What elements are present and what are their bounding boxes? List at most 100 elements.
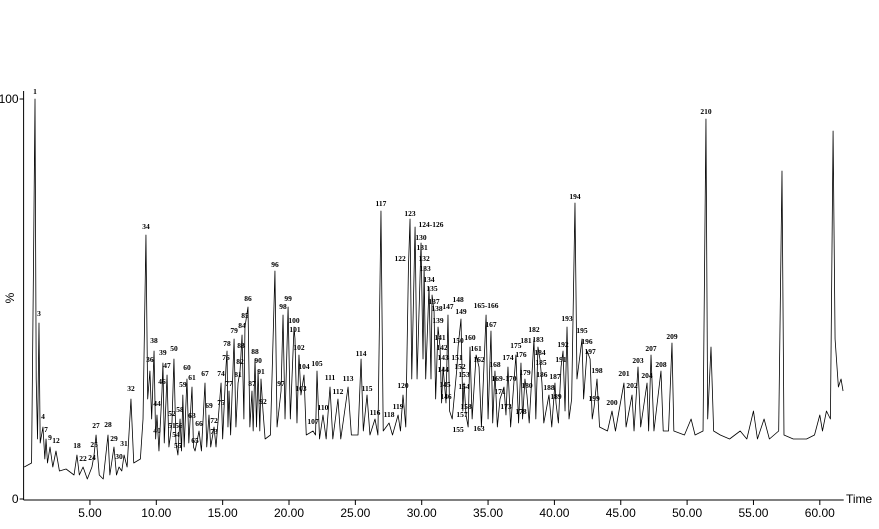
- peak-label: 146: [440, 392, 452, 401]
- peak-label: 199: [588, 394, 600, 403]
- x-tick-label: 40.00: [539, 506, 569, 520]
- peak-label: 85: [241, 311, 249, 320]
- peak-label: 198: [591, 366, 603, 375]
- peak-label: 118: [384, 410, 395, 419]
- peak-label: 97: [277, 379, 285, 388]
- peak-label: 173: [500, 402, 512, 411]
- peak-label: 183: [532, 335, 544, 344]
- peak-label: 187: [549, 372, 561, 381]
- peak-label: 61: [188, 373, 196, 382]
- peak-label: 158: [460, 402, 472, 411]
- peak-label: 22: [79, 454, 87, 463]
- peak-label: 69: [205, 401, 213, 410]
- peak-label: 161: [470, 344, 482, 353]
- peak-label: 1: [33, 87, 37, 96]
- peak-label: 40: [153, 426, 161, 435]
- peak-label: 114: [356, 349, 367, 358]
- peak-label: 144: [437, 365, 449, 374]
- peak-label: 176: [515, 350, 527, 359]
- peak-label: 52: [168, 409, 176, 418]
- peak-label: 167: [485, 320, 497, 329]
- peak-label: 185: [535, 358, 547, 367]
- peak-label: 9: [48, 433, 52, 442]
- trace: [24, 98, 844, 480]
- peak-label: 178: [515, 407, 527, 416]
- peak-label: 200: [606, 398, 618, 407]
- y-tick-label: 0: [12, 492, 19, 506]
- peak-label: 207: [645, 344, 657, 353]
- peak-label: 192: [557, 340, 569, 349]
- peak-label: 96: [271, 260, 279, 269]
- peak-label: 82: [236, 357, 244, 366]
- peak-label: 120: [397, 381, 409, 390]
- peak-label: 90: [254, 356, 262, 365]
- peak-label: 138: [431, 304, 443, 313]
- peak-label: 44: [153, 399, 161, 408]
- x-tick-label: 60.00: [805, 506, 835, 520]
- peak-label: 4: [41, 412, 45, 421]
- peak-label: 171: [494, 387, 506, 396]
- peak-label: 59: [179, 380, 187, 389]
- peak-label: 73: [210, 427, 218, 436]
- peak-label: 196: [581, 337, 593, 346]
- peak-label: 50: [170, 344, 178, 353]
- peak-label: 201: [618, 369, 630, 378]
- peak-label: 98: [279, 302, 287, 311]
- peak-label: 67: [201, 369, 209, 378]
- peak-label: 210: [700, 107, 712, 116]
- peak-label: 157: [456, 410, 468, 419]
- peak-label: 76: [222, 353, 230, 362]
- peak-label: 12: [52, 436, 60, 445]
- peak-label: 139: [432, 316, 444, 325]
- peak-label: 155: [452, 425, 464, 434]
- peak-label: 147: [442, 302, 454, 311]
- peak-label: 134: [423, 275, 435, 284]
- peak-label: 110: [318, 403, 329, 412]
- peak-label: 148: [452, 295, 464, 304]
- peak-label: 174: [502, 353, 514, 362]
- peak-label: 197: [584, 347, 596, 356]
- peak-label: 194: [569, 192, 581, 201]
- peak-label: 123: [404, 209, 416, 218]
- peak-label: 188: [543, 383, 555, 392]
- peak-label: 202: [626, 381, 638, 390]
- peak-label: 111: [325, 373, 336, 382]
- peak-label: 91: [257, 367, 265, 376]
- peak-label: 175: [510, 341, 522, 350]
- x-tick-label: 20.00: [274, 506, 304, 520]
- peak-label: 117: [376, 199, 387, 208]
- peak-label: 180: [521, 381, 533, 390]
- y-axis-label: %: [3, 292, 17, 303]
- peak-label: 46: [158, 377, 166, 386]
- x-tick-label: 55.00: [738, 506, 768, 520]
- peak-label: 81: [234, 370, 242, 379]
- peak-label: 149: [455, 307, 467, 316]
- peak-label: 145: [439, 380, 451, 389]
- x-tick-label: 45.00: [606, 506, 636, 520]
- peak-label: 63: [188, 411, 196, 420]
- x-tick-label: 30.00: [407, 506, 437, 520]
- peak-label: 79: [230, 326, 238, 335]
- peak-label: 154: [458, 382, 470, 391]
- peak-label: 184: [534, 348, 546, 357]
- peak-label: 130: [415, 233, 427, 242]
- y-tick-label: 100: [0, 92, 19, 106]
- peak-label: 54: [172, 430, 180, 439]
- peak-label: 92: [259, 397, 267, 406]
- peak-label: 182: [528, 325, 540, 334]
- peak-label: 28: [104, 420, 112, 429]
- peak-label: 135: [426, 284, 438, 293]
- peak-label: 27: [92, 421, 100, 430]
- peak-label: 124-126: [418, 220, 443, 229]
- peak-label: 209: [666, 332, 678, 341]
- peak-label: 34: [142, 222, 150, 231]
- peak-label: 165-166: [474, 301, 499, 310]
- peak-label: 122: [394, 254, 406, 263]
- peak-label: 116: [370, 408, 381, 417]
- peak-label: 55: [174, 441, 182, 450]
- peak-label: 179: [519, 368, 531, 377]
- peak-label: 47: [163, 361, 171, 370]
- peak-label: 151: [451, 353, 463, 362]
- peak-label: 160: [464, 333, 476, 342]
